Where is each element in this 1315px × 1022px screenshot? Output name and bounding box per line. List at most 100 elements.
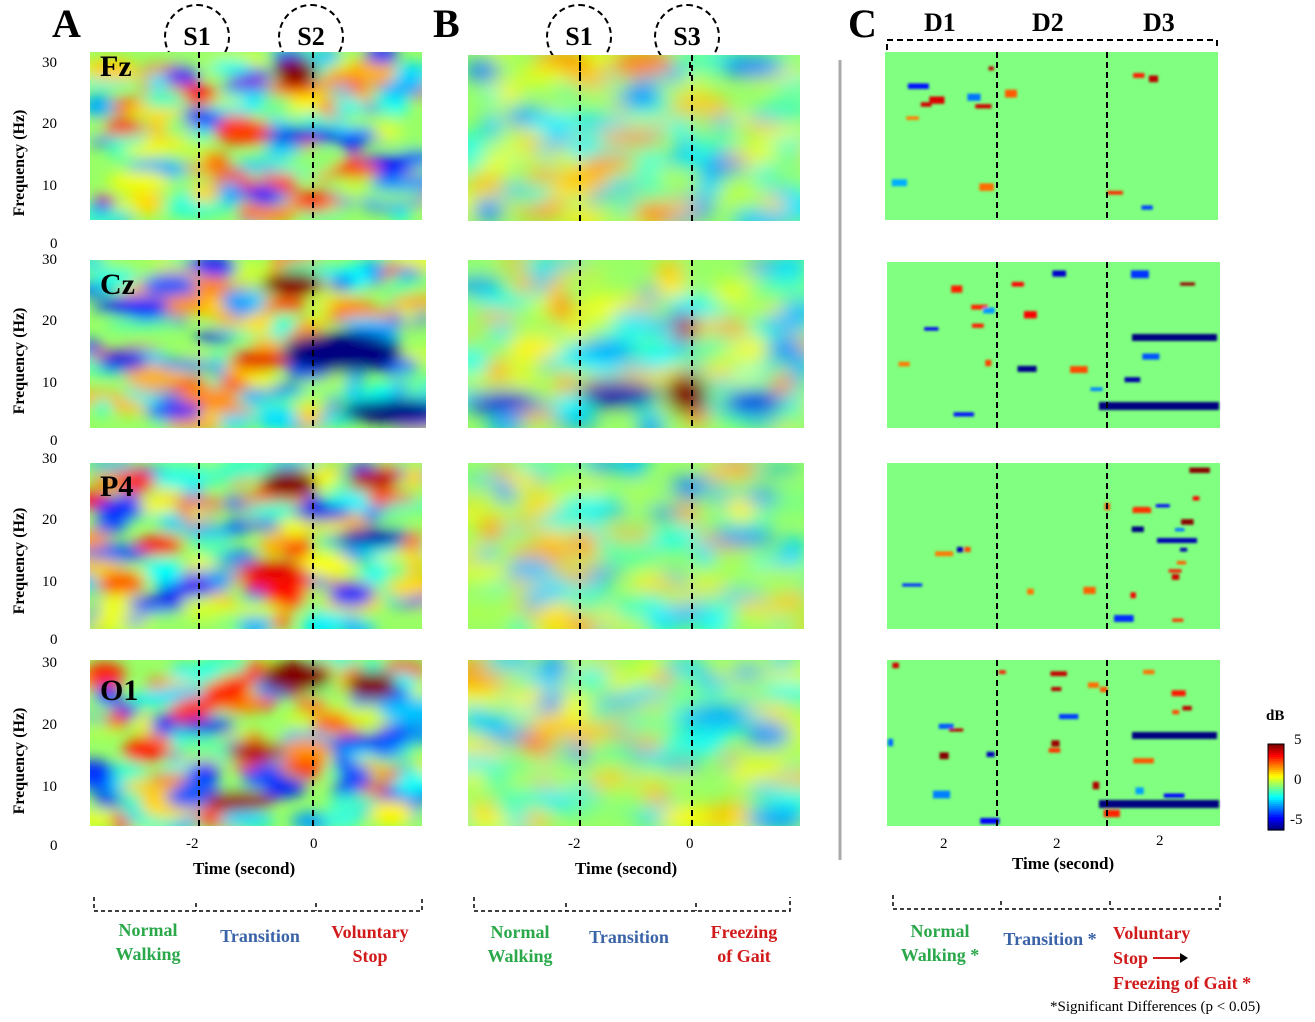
heatmap-blob <box>170 497 227 509</box>
significance-background <box>885 52 1218 220</box>
heatmap-blob <box>539 463 563 475</box>
heatmap-blob <box>383 281 416 299</box>
colorbar-step <box>1268 746 1284 749</box>
heatmap-blob <box>743 702 796 714</box>
colorbar-step <box>1268 827 1284 831</box>
colorbar-step <box>1268 808 1284 812</box>
heatmap-blob <box>93 518 129 534</box>
heatmap-blob <box>753 127 800 138</box>
phase-label-b-fog: Freezing of Gait <box>696 920 792 968</box>
heatmap-hotspot <box>126 596 187 613</box>
heatmap-blob <box>644 528 692 551</box>
heatmap-blob <box>468 260 504 269</box>
heatmap-blob <box>635 203 672 221</box>
heatmap-blob <box>403 467 422 487</box>
heatmap-blob <box>730 666 763 680</box>
significance-blob <box>1083 586 1096 594</box>
heatmap-blob <box>716 589 765 602</box>
heatmap-blob <box>620 83 661 109</box>
y-tick-r4-10: 10 <box>42 779 57 795</box>
heatmap-blob <box>96 571 145 595</box>
significance-background <box>887 463 1220 629</box>
heatmap-blob <box>391 294 426 309</box>
heatmap-blob <box>390 208 412 220</box>
heatmap-blob <box>229 761 258 771</box>
heatmap-blob <box>106 710 129 731</box>
heatmap-blob <box>693 540 715 566</box>
heatmap-blob <box>294 552 354 577</box>
heatmap-hotspot <box>237 560 308 581</box>
significance-blob <box>964 546 971 553</box>
stop-arrow-head <box>1180 953 1188 963</box>
heatmap-blob <box>565 272 606 285</box>
significance-blob <box>929 96 945 104</box>
significance-map-c-2 <box>887 262 1220 428</box>
significance-blob <box>932 790 951 799</box>
heatmap-blob <box>731 598 778 609</box>
heatmap-blob <box>505 558 554 580</box>
heatmap-blob <box>730 209 792 221</box>
significance-blob <box>1087 682 1099 688</box>
heatmap-blob <box>592 698 640 708</box>
heatmap-blob <box>122 738 168 763</box>
heatmap-blob <box>587 291 610 306</box>
heatmap-blob <box>201 151 231 172</box>
heatmap-blob <box>553 167 612 191</box>
heatmap-hotspot <box>261 468 318 497</box>
heatmap-blob <box>494 483 517 503</box>
heatmap-blob <box>217 463 276 480</box>
y-tick-r4-20: 20 <box>42 717 57 733</box>
heatmap-hotspot <box>98 350 149 371</box>
heatmap-blob <box>175 736 225 759</box>
colorbar-step <box>1268 761 1284 764</box>
colorbar-tick-5: 5 <box>1294 732 1302 748</box>
heatmap-blob <box>496 793 527 819</box>
significance-blob <box>1171 690 1186 697</box>
significance-blob <box>920 102 932 107</box>
significance-blob <box>1163 793 1185 798</box>
heatmap-blob <box>593 769 627 780</box>
heatmap-blob <box>90 268 138 289</box>
heatmap-blob <box>154 359 217 371</box>
significance-band <box>1157 538 1197 543</box>
heatmap-blob <box>115 469 155 494</box>
heatmap-blob <box>653 277 690 298</box>
heatmap-blob <box>90 137 114 146</box>
colorbar-step <box>1268 825 1284 829</box>
heatmap-b-4 <box>468 660 800 826</box>
colorbar-step <box>1268 763 1284 767</box>
heatmap-blob <box>142 273 198 297</box>
heatmap-blob <box>468 686 507 705</box>
heatmap-blob <box>264 583 306 609</box>
heatmap-blob <box>667 612 697 627</box>
colorbar-step <box>1268 799 1284 803</box>
heatmap-blob <box>393 267 422 278</box>
phase-label-b-fog-1: Freezing <box>710 922 778 942</box>
heatmap-blob <box>552 753 578 774</box>
heatmap-blob <box>339 112 401 128</box>
heatmap-blob <box>90 530 110 550</box>
significance-blob <box>983 307 995 314</box>
heatmap-blob <box>490 321 513 340</box>
heatmap-blob <box>234 161 279 173</box>
heatmap-blob <box>534 520 579 530</box>
significance-blob <box>1174 528 1185 532</box>
channel-label-cz: Cz <box>100 268 135 301</box>
heatmap-hotspot <box>264 128 315 144</box>
heatmap-blob <box>244 206 296 220</box>
heatmap-blob <box>762 669 800 682</box>
colorbar-step <box>1268 814 1284 818</box>
heatmap-blob <box>494 760 541 772</box>
heatmap-hotspot <box>579 380 660 409</box>
heatmap-hotspot <box>103 119 144 136</box>
heatmap-blob <box>218 180 244 206</box>
heatmap-blob <box>494 184 532 197</box>
colorbar-step <box>1268 821 1284 825</box>
heatmap-blob <box>713 356 752 367</box>
significance-blob <box>906 116 919 120</box>
heatmap-blob <box>526 260 585 266</box>
y-axis-label-row2: Frequency (Hz) <box>11 307 28 415</box>
significance-blob <box>1070 366 1088 373</box>
heatmap-blob <box>603 529 655 540</box>
